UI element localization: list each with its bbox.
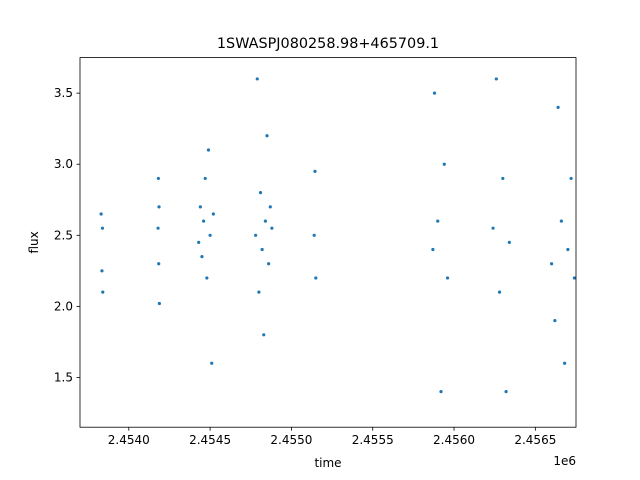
data-point [501,176,505,181]
data-point [198,205,202,209]
x-tick-label: 2.4555 [352,433,394,447]
y-axis-label: flux [27,231,41,253]
x-tick-label: 2.4540 [108,433,150,447]
data-point [156,176,160,181]
data-point [255,77,259,81]
data-point [197,240,201,244]
data-point [436,219,440,223]
data-point [497,290,502,294]
x-tick-label: 2.4550 [270,433,312,447]
data-point [268,205,272,209]
data-point [156,226,160,230]
data-point [556,105,560,109]
data-point [201,219,206,223]
y-tick-label: 3.5 [54,86,73,100]
x-axis-label: time [314,456,341,470]
data-point [260,247,264,252]
data-point [442,162,446,166]
data-point [208,233,212,237]
data-point [100,226,105,230]
data-point [550,262,554,266]
data-point [432,91,437,95]
data-point [312,233,316,237]
data-point [210,361,214,365]
data-point [267,262,271,266]
data-point [265,134,269,138]
data-point [504,390,508,394]
data-point [569,176,573,181]
data-point [445,276,450,280]
data-point [572,276,576,280]
data-point [157,262,161,266]
data-point [553,318,557,323]
data-point [100,269,104,273]
data-point [99,212,103,216]
data-point [431,247,435,252]
data-point [439,390,443,394]
data-point [559,219,563,223]
data-point [211,212,215,216]
data-point [491,226,495,230]
data-points [99,77,576,394]
x-axis-offset-label: 1e6 [553,454,576,468]
x-tick-label: 2.4565 [514,433,556,447]
y-tick-label: 2.5 [54,228,73,242]
data-point [200,255,204,259]
x-tick-label: 2.4545 [189,433,231,447]
data-point [563,361,567,365]
data-point [507,240,511,244]
data-point [258,191,263,195]
data-point [263,219,267,223]
x-tick-label: 2.4560 [433,433,475,447]
axes-frame [79,57,577,428]
data-point [270,226,274,230]
data-point [494,77,498,81]
data-point [313,169,317,173]
y-tick-label: 3.0 [54,157,73,171]
y-tick-label: 1.5 [54,370,73,384]
chart-title: 1SWASPJ080258.98+465709.1 [217,36,439,52]
data-point [566,247,570,252]
data-point [203,176,207,181]
data-point [157,205,161,209]
data-point [101,290,105,294]
x-axis-ticks: 2.4540 2.4545 2.4550 2.4555 2.4560 2.4565 [108,427,556,447]
data-point [206,148,211,152]
data-point [314,276,318,280]
y-tick-label: 2.0 [54,299,73,313]
data-point [254,233,258,237]
y-axis-ticks: 1.5 2.0 2.5 3.0 3.5 [54,86,80,384]
data-point [205,276,209,280]
data-point [257,290,261,294]
plot-area [99,77,576,394]
data-point [262,333,266,337]
data-point [157,301,161,306]
